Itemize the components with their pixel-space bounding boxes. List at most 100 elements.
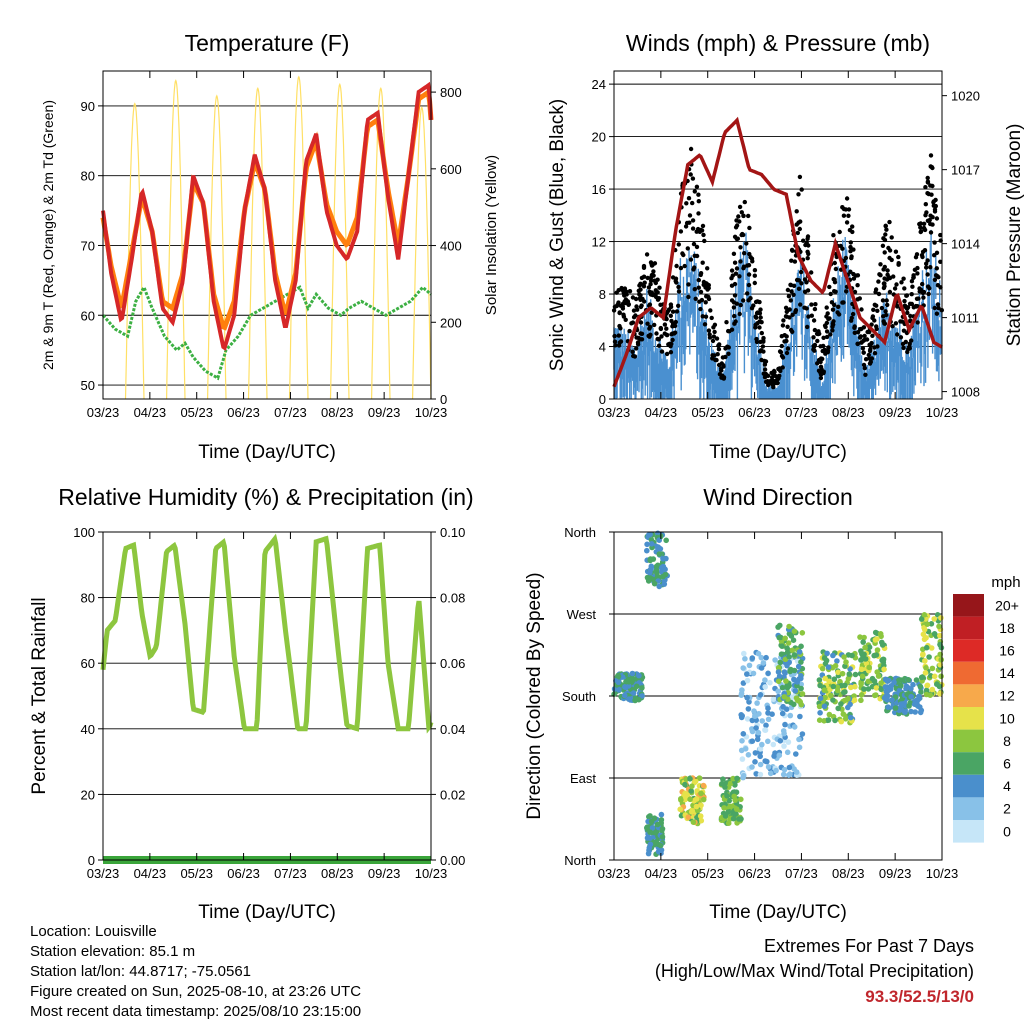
direction-point (757, 753, 763, 760)
direction-point (841, 654, 847, 660)
gust-point (881, 281, 887, 286)
direction-point (896, 677, 902, 683)
direction-point (738, 690, 745, 697)
gust-point (721, 363, 726, 368)
direction-point (892, 705, 899, 711)
direction-point (835, 705, 841, 712)
x-tick-label: 05/23 (180, 405, 213, 420)
direction-point (698, 802, 704, 809)
y-tick-label: 80 (81, 169, 95, 184)
direction-point (791, 628, 798, 634)
x-tick-label: 08/23 (832, 866, 865, 881)
gust-point (876, 279, 881, 284)
gust-point (731, 300, 737, 305)
gust-point (882, 276, 887, 281)
direction-point (878, 686, 884, 693)
gust-point (715, 352, 720, 357)
direction-point (742, 656, 748, 662)
gust-point (747, 251, 752, 257)
gust-point (759, 320, 764, 325)
direction-point (862, 644, 868, 651)
gust-point (648, 275, 654, 280)
figure-created: Figure created on Sun, 2025-08-10, at 23… (30, 983, 362, 1000)
gust-point (653, 280, 658, 286)
gust-point (883, 223, 888, 229)
direction-point (879, 642, 886, 648)
gust-point (796, 286, 802, 291)
direction-point (847, 714, 854, 721)
gust-point (936, 305, 941, 311)
direction-point (782, 635, 788, 642)
direction-point (859, 651, 865, 657)
gust-point (674, 263, 679, 269)
gust-point (792, 259, 798, 264)
gust-point (746, 282, 752, 288)
direction-point (841, 689, 847, 696)
direction-point (762, 727, 769, 733)
direction-point (757, 692, 764, 698)
direction-point (625, 676, 632, 683)
direction-point (787, 712, 794, 719)
gust-point (617, 310, 622, 316)
y-tick-label: 100 (73, 525, 95, 540)
direction-point (857, 634, 863, 640)
direction-point (763, 722, 769, 729)
gust-point (928, 230, 934, 235)
gust-point (848, 240, 853, 245)
gust-point (705, 287, 710, 292)
gust-point (850, 224, 855, 229)
direction-point (762, 758, 768, 764)
gust-point (726, 351, 731, 356)
gust-point (739, 232, 744, 238)
gust-point (706, 328, 712, 333)
gust-point (918, 225, 923, 230)
gust-point (757, 325, 762, 330)
gust-point (635, 307, 640, 312)
direction-point (936, 623, 942, 630)
direction-point (838, 701, 844, 707)
direction-point (882, 684, 889, 690)
direction-point (621, 692, 628, 699)
gust-point (830, 324, 835, 329)
gust-point (861, 362, 867, 368)
direction-point (697, 813, 704, 819)
direction-point (847, 666, 853, 672)
direction-point (739, 756, 746, 762)
y-tick-label: 24 (592, 77, 606, 92)
direction-point (749, 717, 756, 724)
gust-point (793, 308, 799, 313)
gust-point (924, 265, 929, 270)
gust-point (923, 202, 928, 207)
gust-point (863, 357, 869, 362)
direction-point (720, 776, 726, 782)
gust-point (890, 324, 895, 329)
direction-point (889, 697, 895, 703)
direction-point (698, 817, 705, 824)
direction-point (819, 665, 826, 672)
direction-point (658, 817, 665, 823)
x-tick-label: 09/23 (368, 866, 401, 881)
direction-point (797, 713, 803, 720)
gust-point (727, 329, 732, 334)
direction-point (795, 697, 801, 704)
gust-point (704, 294, 709, 299)
direction-tick-label: North (564, 853, 596, 868)
gust-point (705, 266, 710, 271)
direction-point (779, 684, 786, 691)
gust-point (934, 216, 940, 221)
direction-point (765, 670, 771, 677)
gust-point (892, 286, 898, 291)
gust-point (711, 334, 717, 339)
y2-tick-label: 200 (440, 315, 462, 330)
gust-point (704, 281, 709, 286)
gust-point (926, 291, 931, 297)
direction-point (730, 815, 737, 822)
gust-point (702, 322, 708, 327)
x-tick-label: 08/23 (321, 866, 354, 881)
x-tick-label: 03/23 (87, 405, 120, 420)
gust-point (928, 213, 933, 218)
direction-point (785, 640, 792, 646)
direction-point (745, 706, 752, 712)
gust-point (732, 260, 738, 265)
